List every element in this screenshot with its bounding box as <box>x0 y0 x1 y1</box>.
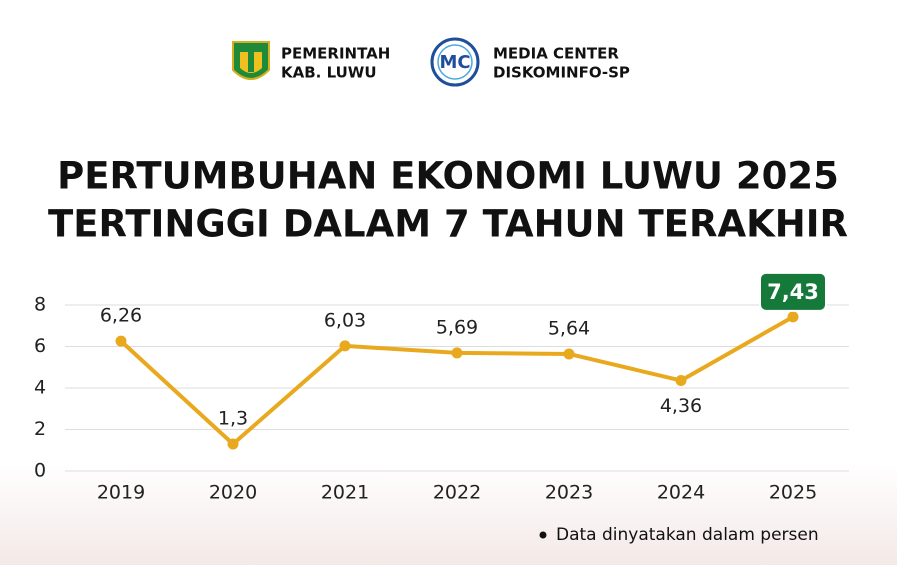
point <box>451 347 463 359</box>
logo-luwu <box>232 41 270 80</box>
y-tick-label: 8 <box>34 294 46 316</box>
logo-text: DISKOMINFO-SP <box>493 64 630 82</box>
point <box>115 335 127 347</box>
point <box>563 348 575 360</box>
chart-title: TERTINGGI DALAM 7 TAHUN TERAKHIR <box>48 203 848 246</box>
value-label: 7,43 <box>767 280 819 304</box>
chart-title: PERTUMBUHAN EKONOMI LUWU 2025 <box>57 155 839 198</box>
point <box>675 375 687 387</box>
point <box>339 340 351 352</box>
logo-text: KAB. LUWU <box>281 64 377 82</box>
note-bullet <box>539 531 547 539</box>
x-tick-label: 2020 <box>209 482 257 504</box>
value-label: 6,26 <box>100 305 142 327</box>
value-label: 4,36 <box>660 395 702 417</box>
y-tick-label: 6 <box>34 335 46 357</box>
x-tick-label: 2022 <box>433 482 481 504</box>
highlight-badge <box>759 271 827 312</box>
x-tick-label: 2021 <box>321 482 369 504</box>
logo-text: PEMERINTAH <box>281 45 390 63</box>
point <box>787 311 799 323</box>
value-label: 1,3 <box>218 408 248 430</box>
y-tick-label: 2 <box>34 418 46 440</box>
point <box>227 438 239 450</box>
logo-mc <box>430 37 480 87</box>
value-label: 5,69 <box>436 316 478 338</box>
x-tick-label: 2019 <box>97 482 145 504</box>
y-tick-label: 0 <box>34 460 46 482</box>
value-label: 5,64 <box>548 317 590 339</box>
x-tick-label: 2023 <box>545 482 593 504</box>
x-tick-label: 2024 <box>657 482 705 504</box>
logo-text: MEDIA CENTER <box>493 45 619 63</box>
note: Data dinyatakan dalam persen <box>556 525 819 545</box>
value-label: 6,03 <box>324 309 366 331</box>
logo-mark: MC <box>439 52 470 73</box>
y-tick-label: 4 <box>34 377 46 399</box>
x-tick-label: 2025 <box>769 482 817 504</box>
